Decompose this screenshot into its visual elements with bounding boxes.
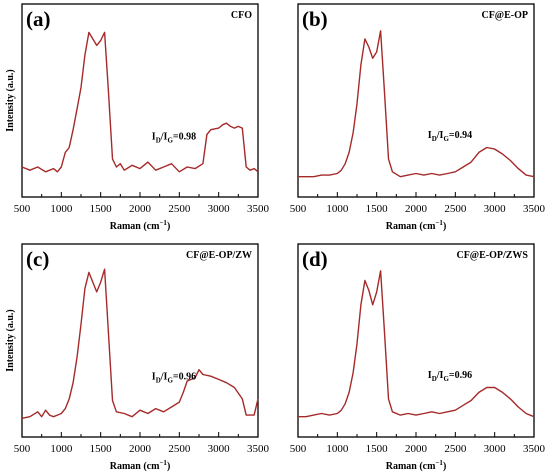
id-ig-annotation: ID/IG=0.94: [428, 130, 472, 143]
panel-letter: (b): [302, 7, 328, 31]
panel-title: CFO: [231, 10, 252, 21]
panel-title: CF@E-OP/ZW: [186, 250, 252, 261]
series-line: [298, 30, 535, 178]
x-tick-label: 2000: [405, 203, 428, 215]
series-line: [298, 270, 535, 418]
panel-d: 500 1000 1500 2000 2500 3000 3500 (d) CF@E-OP/ZW…: [290, 243, 546, 472]
x-tick-label: 3500: [523, 443, 546, 455]
panel-title: CF@E-OP/ZWS: [456, 250, 528, 261]
x-tick-label: 1500: [90, 443, 113, 455]
id-ig-annotation: ID/IG=0.96: [428, 370, 472, 383]
x-tick-label: 1000: [50, 203, 73, 215]
x-tick-label: 3000: [208, 203, 231, 215]
x-tick-label: 500: [290, 443, 307, 455]
plot-frame: [297, 243, 535, 438]
x-tick-label: 2500: [444, 203, 467, 215]
x-tick-label: 2000: [129, 443, 152, 455]
x-tick-label: 1000: [326, 443, 349, 455]
panel-a: 500 1000 1500 2000 2500 3000 3500 (a) CFO ID/IG=0…: [5, 3, 270, 232]
x-axis-label: Raman (cm−1): [386, 219, 447, 232]
x-tick-label: 3500: [523, 203, 546, 215]
x-tick-label: 2000: [129, 203, 152, 215]
x-tick-label: 500: [14, 203, 31, 215]
panel-b: 500 1000 1500 2000 2500 3000 3500 (b) CF@E-OP ID/…: [290, 3, 546, 232]
x-tick-label: 3000: [208, 443, 231, 455]
x-tick-label: 3500: [247, 443, 270, 455]
x-tick-label: 2500: [168, 443, 191, 455]
x-axis-label: Raman (cm−1): [386, 459, 447, 472]
x-tick-label: 1500: [366, 443, 389, 455]
x-axis-label: Raman (cm−1): [110, 219, 171, 232]
panel-letter: (c): [26, 247, 49, 271]
plot-frame: [297, 3, 535, 198]
id-ig-annotation: ID/IG=0.96: [152, 371, 196, 384]
x-tick-label: 3000: [484, 443, 507, 455]
x-tick-label: 1000: [50, 443, 73, 455]
x-tick-label: 500: [290, 203, 307, 215]
x-tick-label: 1500: [366, 203, 389, 215]
x-tick-label: 1500: [90, 203, 113, 215]
x-tick-label: 1000: [326, 203, 349, 215]
x-tick-label: 500: [14, 443, 31, 455]
plot-frame: [21, 243, 259, 438]
panel-letter: (a): [26, 7, 51, 31]
id-ig-annotation: ID/IG=0.98: [152, 131, 196, 144]
series-line: [21, 268, 259, 419]
series-line: [21, 31, 259, 173]
y-axis-label: Intensity (a.u.): [5, 69, 16, 132]
x-tick-label: 3500: [247, 203, 270, 215]
x-tick-label: 2500: [444, 443, 467, 455]
panel-title: CF@E-OP: [481, 10, 528, 21]
x-tick-label: 3000: [484, 203, 507, 215]
panel-c: 500 1000 1500 2000 2500 3000 3500 (c) CF@E-OP/ZW…: [5, 243, 270, 472]
x-tick-label: 2000: [405, 443, 428, 455]
y-axis-label: Intensity (a.u.): [5, 309, 16, 372]
panel-letter: (d): [302, 247, 328, 271]
x-tick-label: 2500: [168, 203, 191, 215]
x-axis-label: Raman (cm−1): [110, 459, 171, 472]
